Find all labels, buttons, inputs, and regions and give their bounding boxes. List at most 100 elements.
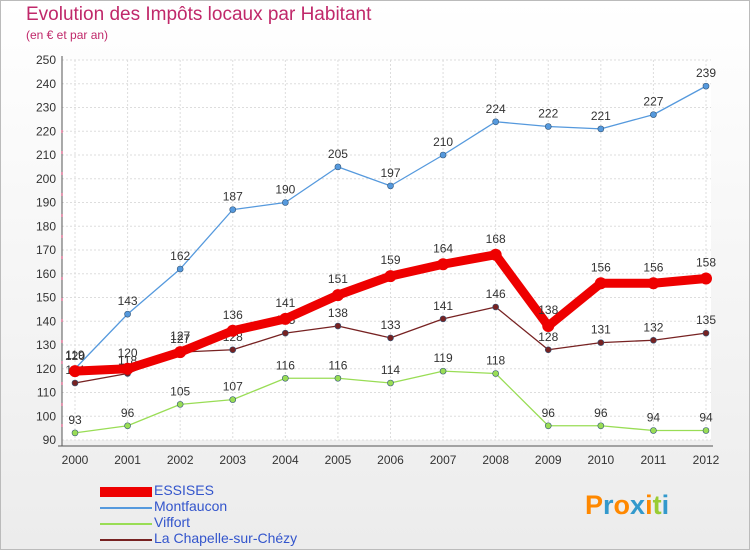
y-tick-label: 240 bbox=[36, 77, 56, 91]
data-label-essises: 159 bbox=[380, 253, 400, 267]
data-point-montfaucon bbox=[702, 82, 710, 90]
data-label-montfaucon: 190 bbox=[275, 183, 295, 197]
y-tick-label: 230 bbox=[36, 101, 56, 115]
data-point-viffort bbox=[387, 379, 394, 387]
data-point-la-chapelle-sur-ch-zy bbox=[597, 339, 605, 346]
data-point-montfaucon bbox=[124, 310, 131, 318]
x-tick-label: 2002 bbox=[167, 453, 194, 467]
data-label-la-chapelle-sur-ch-zy: 133 bbox=[380, 318, 400, 332]
data-label-la-chapelle-sur-ch-zy: 127 bbox=[170, 332, 190, 346]
data-label-essises: 158 bbox=[696, 256, 716, 270]
data-label-montfaucon: 205 bbox=[328, 147, 348, 161]
y-tick-label: 190 bbox=[36, 196, 56, 210]
y-tick-label: 100 bbox=[36, 409, 56, 423]
legend-swatch-viffort bbox=[100, 523, 152, 525]
y-tick-label: 250 bbox=[36, 53, 56, 67]
y-tick-label: 150 bbox=[36, 291, 56, 305]
y-tick-label: 130 bbox=[36, 338, 56, 352]
chart-subtitle: (en € et par an) bbox=[26, 28, 109, 42]
data-label-la-chapelle-sur-ch-zy: 132 bbox=[643, 320, 663, 334]
data-point-viffort bbox=[176, 401, 184, 408]
data-point-essises bbox=[489, 248, 502, 261]
data-label-montfaucon: 222 bbox=[538, 107, 558, 121]
data-label-viffort: 94 bbox=[699, 411, 713, 425]
y-tick-label: 140 bbox=[36, 314, 56, 328]
data-label-essises: 138 bbox=[538, 303, 558, 317]
data-label-viffort: 96 bbox=[542, 406, 556, 420]
x-tick-label: 2008 bbox=[482, 453, 509, 467]
data-label-essises: 156 bbox=[643, 260, 663, 274]
legend-label-la-chapelle: La Chapelle-sur-Chézy bbox=[154, 530, 298, 546]
data-label-montfaucon: 221 bbox=[591, 109, 611, 123]
data-label-viffort: 94 bbox=[647, 411, 661, 425]
data-label-viffort: 119 bbox=[434, 351, 453, 365]
legend-swatch-montfaucon bbox=[100, 507, 152, 509]
y-tick-label: 120 bbox=[36, 362, 56, 376]
legend-label-montfaucon: Montfaucon bbox=[154, 498, 228, 514]
y-tick-label: 210 bbox=[36, 148, 56, 162]
data-label-montfaucon: 143 bbox=[118, 294, 138, 308]
logo-letter: x bbox=[630, 490, 646, 520]
data-point-la-chapelle-sur-ch-zy bbox=[702, 329, 710, 337]
data-label-la-chapelle-sur-ch-zy: 138 bbox=[328, 306, 348, 320]
data-point-montfaucon bbox=[650, 111, 657, 118]
data-point-la-chapelle-sur-ch-zy bbox=[650, 336, 657, 344]
data-point-montfaucon bbox=[387, 182, 394, 190]
y-tick-label: 220 bbox=[36, 124, 56, 138]
data-label-la-chapelle-sur-ch-zy: 141 bbox=[433, 299, 453, 313]
data-point-viffort bbox=[544, 422, 552, 430]
data-point-essises bbox=[279, 312, 292, 325]
data-label-montfaucon: 187 bbox=[223, 190, 243, 204]
logo-letter: r bbox=[603, 490, 614, 520]
data-point-montfaucon bbox=[176, 265, 184, 273]
data-point-la-chapelle-sur-ch-zy bbox=[387, 334, 394, 342]
data-label-essises: 136 bbox=[223, 308, 243, 322]
logo-letter: i bbox=[645, 490, 653, 520]
data-point-essises bbox=[542, 320, 555, 332]
data-point-viffort bbox=[282, 374, 289, 382]
x-tick-label: 2000 bbox=[62, 453, 89, 467]
y-tick-label: 180 bbox=[36, 219, 56, 233]
data-label-viffort: 96 bbox=[121, 406, 135, 420]
x-tick-label: 2005 bbox=[325, 453, 352, 467]
data-label-montfaucon: 227 bbox=[643, 95, 663, 109]
data-label-essises: 120 bbox=[118, 346, 138, 360]
data-point-montfaucon bbox=[229, 206, 237, 213]
y-tick-label: 170 bbox=[36, 243, 56, 257]
chart-title: Evolution des Impôts locaux par Habitant bbox=[26, 4, 372, 25]
x-tick-label: 2012 bbox=[693, 453, 720, 467]
data-point-viffort bbox=[71, 429, 79, 437]
data-label-viffort: 116 bbox=[276, 358, 295, 372]
data-point-essises bbox=[331, 289, 344, 302]
data-point-la-chapelle-sur-ch-zy bbox=[492, 303, 499, 311]
x-tick-label: 2004 bbox=[272, 453, 299, 467]
data-label-viffort: 107 bbox=[223, 380, 243, 394]
data-label-viffort: 116 bbox=[328, 358, 347, 372]
data-point-la-chapelle-sur-ch-zy bbox=[229, 346, 237, 354]
data-point-essises bbox=[594, 277, 607, 290]
data-point-montfaucon bbox=[597, 125, 605, 133]
x-tick-label: 2011 bbox=[641, 453, 667, 467]
data-point-montfaucon bbox=[282, 199, 289, 206]
line-chart: 90 100 110 120 130 140 150 160 170 180 190 200 210 22… bbox=[36, 53, 720, 467]
data-point-la-chapelle-sur-ch-zy bbox=[71, 379, 79, 387]
data-label-la-chapelle-sur-ch-zy: 146 bbox=[486, 287, 506, 301]
data-point-viffort bbox=[492, 370, 499, 377]
data-label-montfaucon: 224 bbox=[486, 102, 506, 116]
data-label-la-chapelle-sur-ch-zy: 128 bbox=[538, 330, 558, 344]
data-point-la-chapelle-sur-ch-zy bbox=[334, 322, 342, 330]
data-point-viffort bbox=[439, 367, 447, 375]
y-tick-label: 200 bbox=[36, 172, 56, 186]
x-tick-label: 2009 bbox=[535, 453, 562, 467]
legend-swatch-la-chapelle bbox=[100, 539, 152, 541]
data-point-essises bbox=[384, 270, 397, 283]
data-label-viffort: 105 bbox=[170, 384, 190, 398]
data-label-la-chapelle-sur-ch-zy: 131 bbox=[591, 323, 611, 337]
data-label-viffort: 114 bbox=[381, 363, 400, 377]
data-point-viffort bbox=[229, 396, 237, 403]
data-point-la-chapelle-sur-ch-zy bbox=[439, 315, 447, 323]
logo-letter: t bbox=[652, 490, 662, 520]
data-point-essises bbox=[226, 324, 239, 337]
data-point-viffort bbox=[597, 422, 605, 430]
data-label-essises: 127 bbox=[170, 329, 190, 343]
